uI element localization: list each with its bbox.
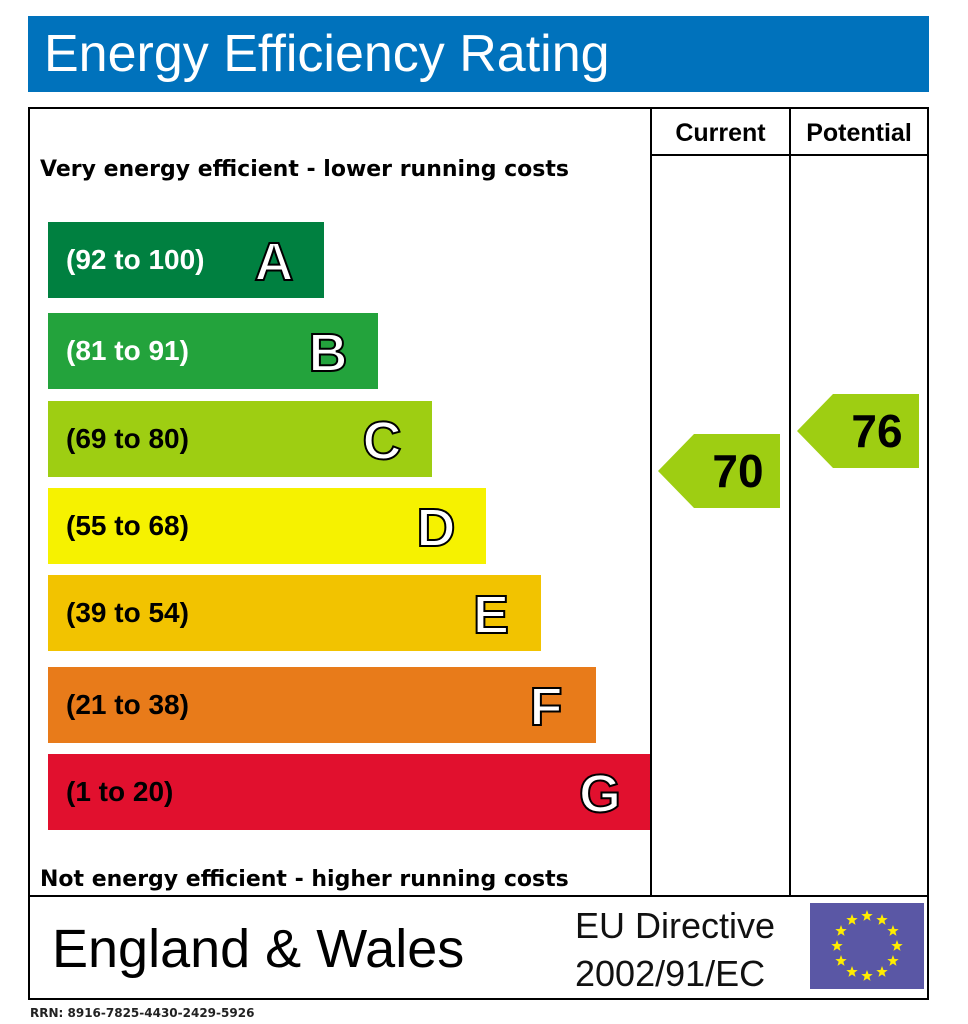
eu-directive-label: EU Directive: [575, 905, 776, 946]
eu-star-icon: [835, 955, 847, 966]
potential-rating-arrow: 76: [797, 394, 919, 468]
band-f: (21 to 38) F: [48, 667, 596, 743]
band-range-label: (1 to 20): [66, 776, 174, 807]
top-note: Very energy efficient - lower running co…: [40, 157, 569, 182]
band-letter: D: [416, 497, 457, 559]
band-range-label: (69 to 80): [66, 423, 189, 454]
current-rating-value: 70: [712, 445, 763, 497]
band-range-label: (55 to 68): [66, 510, 189, 541]
band-letter: F: [529, 676, 564, 738]
potential-arrow-shape: [797, 394, 919, 468]
bottom-note: Not energy efficient - higher running co…: [40, 867, 569, 892]
band-letter: C: [362, 410, 403, 472]
eu-star-icon: [876, 965, 888, 977]
eu-star-icon: [846, 965, 858, 977]
eu-star-icon: [887, 925, 899, 936]
current-column-divider: [650, 107, 652, 897]
page-title: Energy Efficiency Rating: [44, 25, 610, 83]
band-letter-text: D: [417, 498, 456, 558]
band-letter: G: [578, 763, 622, 825]
band-g: (1 to 20) G: [48, 754, 650, 830]
region-label: England & Wales: [52, 919, 465, 979]
band-letter-text: C: [363, 411, 402, 471]
eu-flag-icon: [810, 903, 924, 989]
band-a: (92 to 100) A: [48, 222, 324, 298]
band-letter-text: G: [579, 764, 621, 824]
current-arrow-shape: [658, 434, 780, 508]
band-range-label: (39 to 54): [66, 597, 189, 628]
eu-directive-number: 2002/91/EC: [575, 953, 766, 994]
band-letter-text: B: [309, 323, 348, 383]
band-e: (39 to 54) E: [48, 575, 541, 651]
eu-star-icon: [831, 940, 843, 951]
band-range-label: (81 to 91): [66, 335, 189, 366]
band-letter: B: [308, 322, 349, 384]
band-letter-text: E: [473, 585, 509, 645]
title-bar: Energy Efficiency Rating: [28, 16, 929, 92]
rrn-reference: RRN: 8916-7825-4430-2429-5926: [30, 1006, 255, 1020]
band-letter-text: F: [530, 677, 563, 737]
eu-star-icon: [887, 955, 899, 966]
band-letter: E: [472, 584, 510, 646]
eu-star-icon: [861, 970, 873, 981]
band-b: (81 to 91) B: [48, 313, 378, 389]
band-letter: A: [254, 231, 295, 293]
eu-star-icon: [891, 940, 903, 951]
band-d: (55 to 68) D: [48, 488, 486, 564]
band-letter-text: A: [255, 232, 294, 292]
potential-rating-value: 76: [851, 405, 902, 457]
band-c: (69 to 80) C: [48, 401, 432, 477]
eu-star-icon: [876, 914, 888, 925]
current-column-header: Current: [675, 119, 766, 147]
potential-column-divider: [789, 107, 791, 897]
footer-divider: [28, 895, 929, 897]
eu-star-icon: [846, 914, 858, 925]
rating-frame: [28, 107, 929, 1000]
band-range-label: (92 to 100): [66, 244, 205, 275]
current-rating-arrow: 70: [658, 434, 780, 508]
eu-star-icon: [835, 925, 847, 936]
eu-star-icon: [861, 910, 873, 921]
band-range-label: (21 to 38): [66, 689, 189, 720]
potential-column-header: Potential: [806, 119, 912, 147]
